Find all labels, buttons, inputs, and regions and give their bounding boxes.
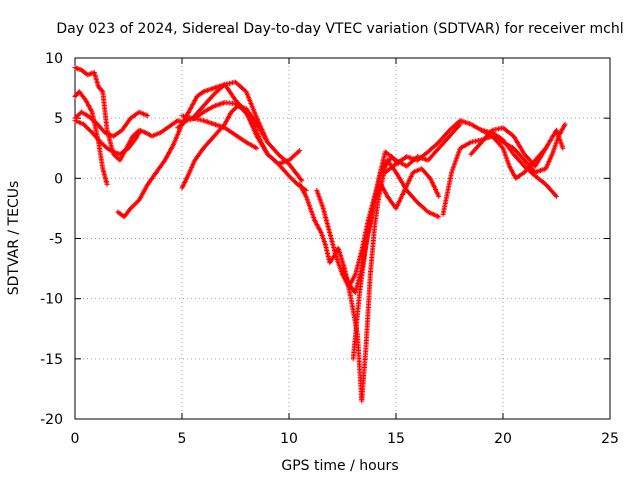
x-tick-label: 0 — [71, 431, 80, 447]
y-tick-label: -20 — [40, 412, 63, 428]
series-track-7 — [175, 100, 309, 193]
series-track-13 — [350, 121, 463, 362]
data-point — [436, 193, 442, 199]
y-tick-label: 10 — [45, 51, 63, 67]
x-tick-label: 10 — [280, 431, 298, 447]
data-point — [297, 148, 303, 154]
data-point — [554, 193, 559, 199]
y-tick-label: -10 — [40, 292, 63, 308]
x-tick-label: 5 — [178, 431, 187, 447]
series-track-3 — [72, 109, 151, 139]
series-track-9 — [179, 113, 260, 151]
series-track-4 — [72, 118, 142, 157]
data-point — [254, 145, 260, 151]
data-point — [265, 139, 271, 145]
x-tick-label: 20 — [494, 431, 512, 447]
y-tick-label: -15 — [40, 352, 63, 368]
y-tick-label: 0 — [54, 171, 63, 187]
y-axis: -20 -15 -10 -5 0 5 10 — [40, 51, 610, 428]
data-point — [553, 192, 559, 198]
data-point — [99, 88, 105, 94]
data-point — [542, 146, 548, 152]
data-point — [299, 178, 305, 184]
x-tick-label: 25 — [601, 431, 619, 447]
series-track-1 — [72, 65, 187, 163]
series-track-8 — [190, 79, 271, 145]
data-point — [560, 145, 566, 151]
data-point — [145, 113, 151, 119]
y-axis-label: SDTVAR / TECUs — [6, 181, 22, 296]
data-point — [499, 144, 505, 150]
data-series — [72, 65, 568, 404]
x-axis: 0 5 10 15 20 25 — [71, 58, 619, 447]
data-point — [104, 181, 110, 187]
series-track-17 — [479, 127, 549, 181]
series-track-11 — [314, 157, 442, 290]
data-point — [136, 130, 142, 136]
data-point — [562, 121, 568, 127]
chart-title: Day 023 of 2024, Sidereal Day-to-day VTE… — [56, 21, 623, 37]
data-point — [543, 145, 549, 151]
y-tick-label: 5 — [54, 111, 63, 127]
x-tick-label: 15 — [387, 431, 405, 447]
series-track-6 — [179, 103, 305, 191]
data-point — [436, 214, 442, 220]
y-tick-label: -5 — [49, 232, 63, 248]
x-axis-label: GPS time / hours — [281, 458, 398, 474]
data-point — [488, 128, 494, 134]
